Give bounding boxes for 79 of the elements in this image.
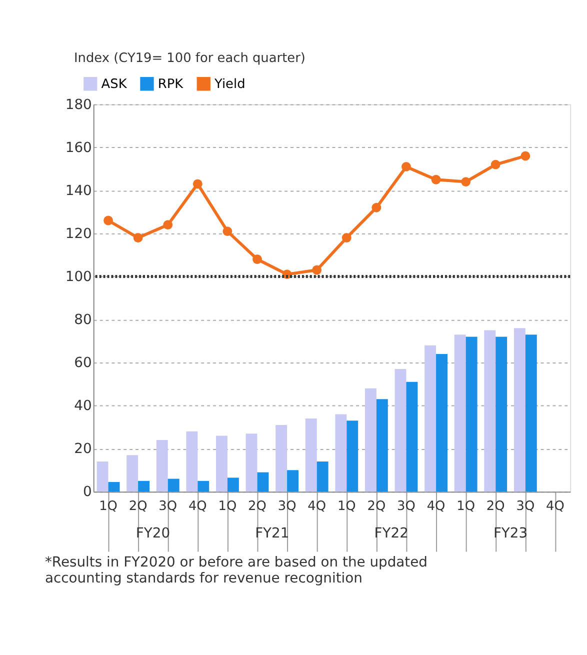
point — [490, 160, 500, 170]
bar — [108, 482, 120, 492]
x-tick-label: 2Q — [128, 499, 148, 514]
x-tick-label: 2Q — [248, 499, 266, 514]
x-tick-label: 4Q — [426, 499, 446, 514]
legend-label: RPK — [158, 76, 184, 92]
bar — [335, 414, 347, 492]
bar — [406, 382, 418, 492]
point — [372, 202, 382, 212]
bar — [96, 462, 108, 492]
bar — [424, 345, 436, 492]
bar — [346, 420, 358, 492]
y-tick-label: 20 — [74, 441, 92, 458]
x-tick-label: 3Q — [158, 499, 178, 514]
bar — [198, 480, 210, 492]
point — [431, 174, 441, 184]
bar — [138, 480, 150, 492]
bar — [436, 354, 448, 492]
bar — [316, 462, 328, 492]
y-axis-title: Index (CY19= 100 for each quarter) — [74, 51, 306, 66]
text: FY20 — [136, 525, 170, 542]
point — [192, 179, 202, 189]
x-tick-label: 4Q — [308, 499, 326, 514]
y-tick-label: 100 — [65, 268, 92, 285]
bar — [156, 440, 168, 492]
bar — [216, 436, 228, 492]
bar — [484, 330, 496, 492]
x-tick-label: 4Q — [546, 499, 564, 514]
x-tick-label: 1Q — [337, 499, 356, 514]
y-tick-label: 40 — [74, 398, 92, 414]
bar — [514, 328, 526, 492]
bar — [454, 334, 466, 492]
point — [342, 233, 352, 242]
bar — [227, 478, 239, 492]
x-tick-label: 4Q — [188, 499, 207, 514]
y-tick-label: 60 — [74, 355, 92, 372]
bar — [305, 418, 317, 492]
x-tick-label: 1Q — [218, 499, 237, 514]
x-tick-label: 3Q — [397, 499, 416, 514]
x-tick-label: 3Q — [516, 499, 535, 514]
text: FY21 — [255, 525, 290, 542]
legend-label: Yield — [214, 76, 246, 92]
point — [461, 177, 471, 186]
text: FY23 — [493, 525, 528, 542]
legend-label: ASK — [101, 76, 128, 92]
bar — [394, 369, 406, 492]
x-tick-label: 1Q — [99, 499, 118, 514]
point — [520, 151, 530, 161]
point — [312, 265, 322, 275]
bar — [496, 336, 508, 492]
x-tick-label: 3Q — [278, 499, 296, 514]
y-tick-label: 160 — [65, 140, 92, 156]
bar — [364, 388, 376, 492]
point — [222, 226, 232, 236]
point — [163, 220, 173, 230]
bar — [287, 470, 299, 492]
point — [104, 216, 113, 226]
bar — [186, 431, 198, 492]
point — [252, 254, 262, 264]
y-tick-label: 180 — [65, 96, 92, 113]
y-tick-label: 140 — [65, 182, 92, 199]
bar — [126, 455, 138, 492]
bar — [466, 336, 478, 492]
point — [402, 162, 411, 172]
bar — [376, 399, 388, 492]
bar — [246, 434, 258, 492]
y-tick-label: 80 — [74, 312, 92, 328]
bar — [257, 472, 269, 492]
bar — [168, 478, 180, 492]
text: *Results in FY2020 or before are based on the updated accounting standards for revenue recognition — [44, 554, 428, 587]
y-tick-label: 0 — [83, 484, 92, 500]
bar — [525, 334, 537, 492]
y-tick-label: 120 — [65, 226, 92, 242]
text: FY22 — [374, 525, 408, 542]
x-tick-label: 2Q — [367, 499, 386, 514]
bar — [276, 424, 288, 492]
x-tick-label: 2Q — [486, 499, 505, 514]
point — [133, 233, 143, 242]
x-tick-label: 1Q — [456, 499, 476, 514]
